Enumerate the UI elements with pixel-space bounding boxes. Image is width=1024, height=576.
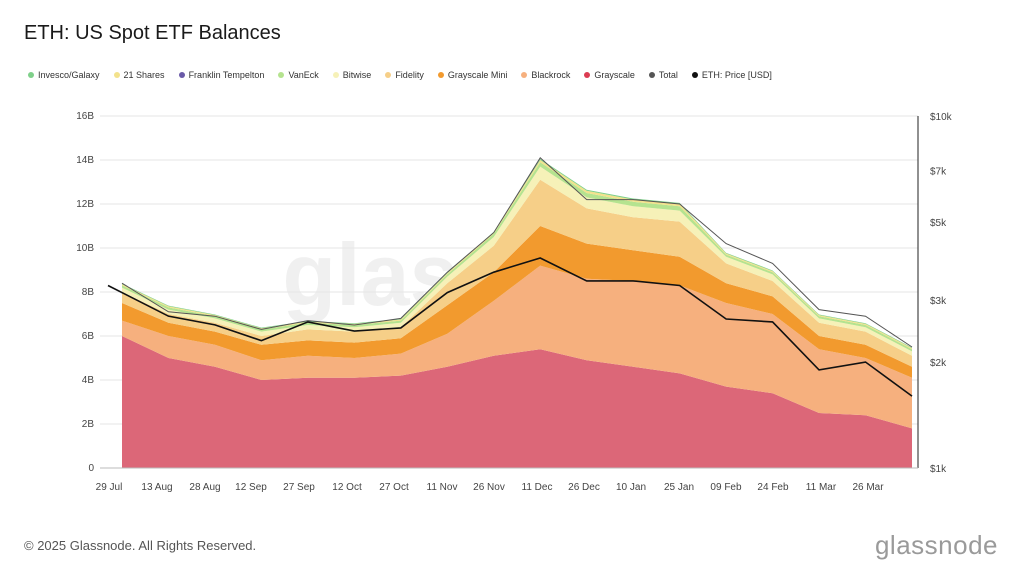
legend-item-vaneck[interactable]: VanEck (278, 70, 319, 80)
y-tick-label: 16B (76, 111, 94, 122)
y-tick-label: 4B (82, 375, 95, 386)
legend-item-total[interactable]: Total (648, 70, 678, 80)
x-tick-label: 28 Aug (189, 482, 220, 493)
x-tick-label: 27 Sep (283, 482, 315, 493)
x-tick-label: 26 Nov (473, 482, 505, 493)
legend-swatch (385, 72, 392, 78)
legend-label: 21 Shares (123, 70, 165, 80)
area-bitwise (122, 166, 912, 356)
legend-item-grayscale[interactable]: Grayscale (584, 70, 635, 80)
area-grayscale-mini (122, 226, 912, 378)
legend-label: Bitwise (342, 70, 372, 80)
y2-tick-label: $5k (930, 218, 947, 229)
legend: Invesco/Galaxy 21 Shares Franklin Tempel… (28, 70, 772, 80)
area-fidelity (122, 179, 912, 367)
total-line (121, 157, 913, 348)
y-tick-label: 8B (82, 287, 95, 298)
legend-item-bitwise[interactable]: Bitwise (332, 70, 372, 80)
y-tick-label: 10B (76, 243, 94, 254)
area-blackrock (122, 265, 912, 429)
legend-swatch (584, 72, 591, 78)
x-tick-label: 27 Oct (379, 482, 409, 493)
legend-label: Total (658, 70, 678, 80)
x-tick-label: 10 Jan (616, 482, 646, 493)
area-grayscale (122, 336, 912, 468)
x-tick-label: 11 Dec (522, 482, 553, 493)
x-tick-label: 09 Feb (710, 482, 742, 493)
legend-item-franklin[interactable]: Franklin Tempelton (178, 70, 265, 80)
legend-label: Invesco/Galaxy (38, 70, 100, 80)
legend-swatch (437, 72, 444, 78)
legend-swatch (521, 72, 528, 78)
y2-tick-label: $10k (930, 112, 953, 123)
brand-logo: glassnode (874, 530, 998, 560)
legend-label: Franklin Tempelton (188, 70, 265, 80)
y2-tick-label: $3k (930, 296, 947, 307)
legend-swatch (278, 72, 285, 78)
legend-label: ETH: Price [USD] (701, 70, 772, 80)
area-vaneck (122, 162, 912, 352)
legend-label: Grayscale (594, 70, 635, 80)
legend-swatch (113, 72, 120, 78)
legend-item-grayscale-mini[interactable]: Grayscale Mini (437, 70, 508, 80)
y-tick-label: 2B (82, 419, 95, 430)
x-tick-label: 26 Dec (568, 482, 600, 493)
legend-item-eth-price[interactable]: ETH: Price [USD] (691, 70, 772, 80)
legend-label: Grayscale Mini (447, 70, 508, 80)
legend-swatch (178, 72, 185, 78)
legend-item-invesco[interactable]: Invesco/Galaxy (28, 70, 100, 80)
legend-label: VanEck (288, 70, 319, 80)
legend-swatch (332, 72, 339, 78)
legend-label: Fidelity (395, 70, 424, 80)
eth-price-line (107, 257, 913, 397)
y2-tick-label: $2k (930, 358, 947, 369)
x-tick-label: 12 Sep (235, 482, 267, 493)
x-tick-label: 11 Nov (427, 482, 458, 493)
legend-swatch (648, 72, 655, 78)
legend-swatch (28, 72, 34, 78)
x-tick-label: 29 Jul (96, 482, 123, 493)
legend-label: Blackrock (531, 70, 571, 80)
x-tick-label: 12 Oct (332, 482, 362, 493)
y-tick-label: 14B (76, 155, 94, 166)
x-tick-label: 13 Aug (141, 482, 172, 493)
legend-item-fidelity[interactable]: Fidelity (385, 70, 424, 80)
y-tick-label: 6B (82, 331, 95, 342)
y-tick-label: 0 (88, 463, 94, 474)
legend-item-blackrock[interactable]: Blackrock (521, 70, 570, 80)
x-tick-label: 26 Mar (852, 482, 884, 493)
y2-tick-label: $7k (930, 167, 947, 178)
chart-title: ETH: US Spot ETF Balances (24, 22, 281, 44)
area-21-shares (122, 160, 912, 350)
x-tick-label: 11 Mar (806, 482, 837, 493)
y2-tick-label: $1k (930, 464, 947, 475)
legend-swatch (691, 72, 698, 78)
x-tick-label: 25 Jan (664, 482, 694, 493)
x-tick-label: 24 Feb (757, 482, 789, 493)
y-tick-label: 12B (76, 199, 94, 210)
legend-item-21shares[interactable]: 21 Shares (113, 70, 165, 80)
copyright-footer: © 2025 Glassnode. All Rights Reserved. (24, 538, 257, 553)
